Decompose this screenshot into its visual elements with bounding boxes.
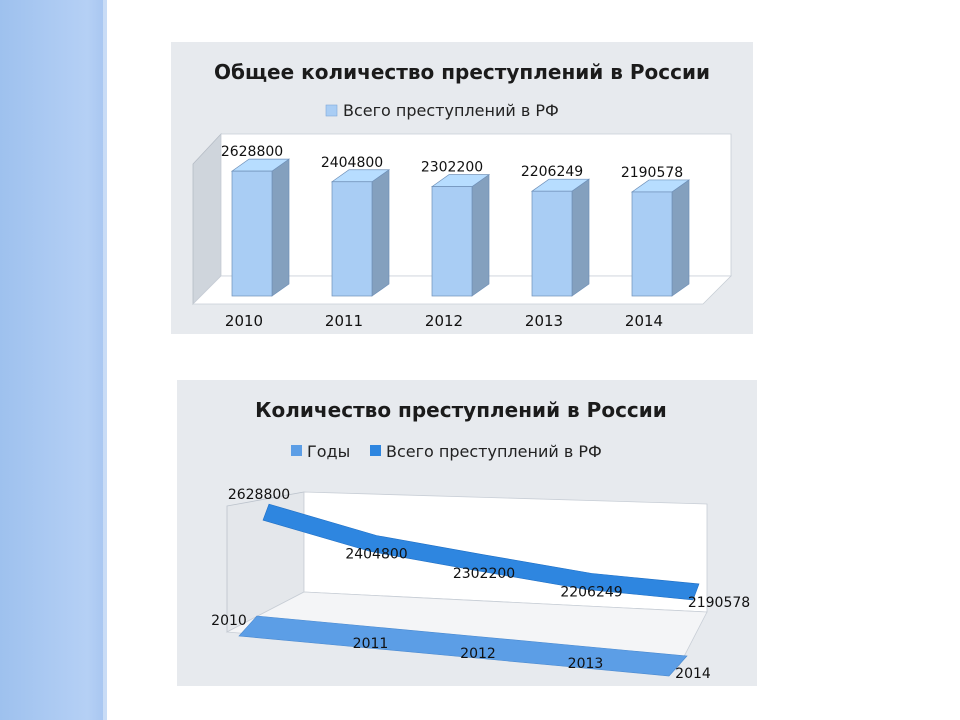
- bar-front: [331, 181, 373, 297]
- legend-label: Годы: [307, 442, 350, 461]
- x-tick-label: 2013: [525, 312, 563, 330]
- data-label: 2190578: [621, 165, 683, 181]
- data-label: 2011: [353, 636, 389, 652]
- chart-title: Общее количество преступлений в России: [214, 60, 710, 84]
- legend-label: Всего преступлений в РФ: [343, 101, 559, 120]
- bar: [330, 169, 391, 297]
- x-tick-label: 2014: [625, 312, 663, 330]
- legend: Годы Всего преступлений в РФ: [291, 442, 602, 461]
- line-chart: Количество преступлений в России Годы Вс…: [211, 398, 750, 682]
- legend-swatch: [325, 104, 338, 117]
- slide-side-edge: [103, 0, 107, 720]
- bars: [230, 158, 691, 297]
- bar-chart: Общее количество преступлений в России В…: [192, 60, 732, 330]
- bar-front: [431, 186, 473, 297]
- data-label: 2404800: [345, 547, 407, 563]
- bar-side: [371, 169, 390, 297]
- ribbons: [238, 503, 700, 677]
- line-chart-panel: Количество преступлений в России Годы Вс…: [177, 380, 757, 686]
- ribbon-years: [238, 615, 688, 677]
- data-label: 2014: [675, 666, 711, 682]
- data-label: 2628800: [228, 487, 290, 503]
- data-labels: 2628800 2404800 2302200 2206249 2190578: [221, 144, 683, 181]
- bar-front: [531, 190, 573, 297]
- bar-side: [471, 173, 490, 297]
- data-label: 2302200: [453, 566, 515, 582]
- data-label: 2190578: [688, 595, 750, 611]
- legend: Всего преступлений в РФ: [325, 101, 559, 120]
- chart-title: Количество преступлений в России: [255, 398, 667, 422]
- x-tick-label: 2011: [325, 312, 363, 330]
- side-wall: [192, 132, 222, 305]
- data-label: 2404800: [321, 155, 383, 171]
- data-label: 2206249: [560, 584, 622, 600]
- bar-side: [671, 179, 690, 297]
- bar-side: [571, 178, 590, 297]
- data-label: 2010: [211, 613, 247, 629]
- bar-chart-panel: Общее количество преступлений в России В…: [171, 42, 753, 334]
- data-label: 2012: [460, 646, 496, 662]
- data-label: 2013: [568, 656, 604, 672]
- data-label: 2206249: [521, 164, 583, 180]
- bar: [630, 179, 691, 297]
- bar-front: [231, 170, 273, 297]
- data-labels: 2628800 2404800 2302200 2206249 2190578: [228, 487, 750, 611]
- x-tick-labels: 2010 2011 2012 2013 2014: [225, 312, 663, 330]
- bar-front: [631, 191, 673, 297]
- legend-swatch: [291, 445, 302, 456]
- x-tick-label: 2010: [225, 312, 263, 330]
- data-label: 2302200: [421, 160, 483, 176]
- x-tick-label: 2012: [425, 312, 463, 330]
- bar-side: [271, 158, 290, 297]
- slide-side-bar: [0, 0, 103, 720]
- legend-swatch: [370, 445, 381, 456]
- data-label: 2628800: [221, 144, 283, 160]
- year-series-labels: 2010 2011 2012 2013 2014: [211, 613, 711, 682]
- legend-label: Всего преступлений в РФ: [386, 442, 602, 461]
- bar: [230, 158, 291, 297]
- bar: [430, 173, 491, 297]
- ribbon-total: [262, 503, 700, 601]
- bar: [530, 178, 591, 297]
